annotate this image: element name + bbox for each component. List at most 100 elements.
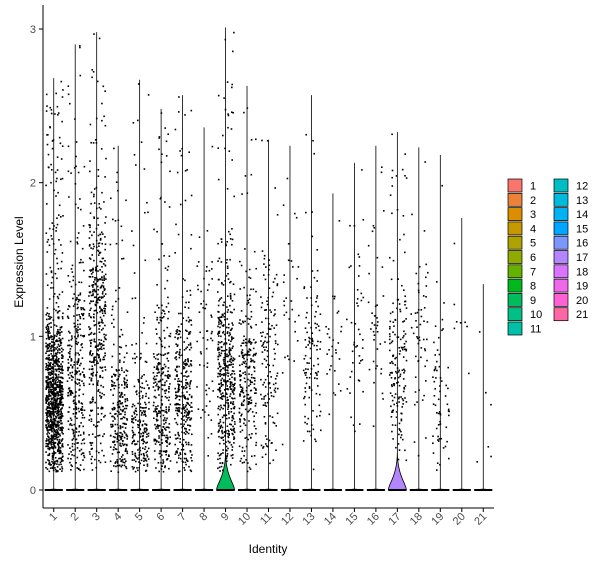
data-point xyxy=(174,453,177,455)
data-point xyxy=(80,407,83,410)
data-point xyxy=(229,441,231,444)
data-point xyxy=(177,378,180,380)
data-point xyxy=(231,327,233,330)
data-point xyxy=(74,203,77,206)
data-point xyxy=(368,368,371,371)
data-point xyxy=(73,399,75,402)
data-point xyxy=(220,452,222,455)
data-point xyxy=(120,367,123,369)
data-point xyxy=(164,381,166,384)
data-point xyxy=(217,407,219,410)
data-point xyxy=(231,415,234,417)
data-point xyxy=(99,376,101,378)
data-point xyxy=(169,335,172,338)
data-point xyxy=(60,399,62,401)
data-point xyxy=(47,435,49,437)
data-point xyxy=(97,293,99,296)
data-point xyxy=(79,469,81,472)
data-point xyxy=(116,410,119,412)
data-point xyxy=(329,368,331,371)
data-point xyxy=(58,442,61,444)
data-point xyxy=(360,292,363,295)
data-point xyxy=(295,216,298,219)
data-point xyxy=(162,367,164,369)
data-point xyxy=(101,370,104,372)
data-point xyxy=(67,362,70,364)
data-point xyxy=(261,139,263,142)
data-point xyxy=(437,424,440,426)
data-point xyxy=(93,202,96,204)
data-point xyxy=(126,398,128,400)
data-point xyxy=(306,362,308,364)
data-point xyxy=(60,403,62,406)
data-point xyxy=(99,251,102,254)
data-point xyxy=(131,436,134,439)
data-point xyxy=(276,284,279,287)
data-point xyxy=(390,416,393,418)
data-point xyxy=(413,441,416,443)
data-point xyxy=(140,352,142,355)
data-point xyxy=(227,278,230,280)
data-point xyxy=(50,316,53,319)
data-point xyxy=(180,312,182,315)
data-point xyxy=(243,399,245,401)
data-point xyxy=(58,376,60,378)
data-point xyxy=(253,367,256,369)
data-point xyxy=(56,385,59,388)
data-point xyxy=(46,323,49,326)
data-point xyxy=(223,360,225,363)
data-point xyxy=(277,387,279,390)
data-point xyxy=(141,412,143,414)
data-point xyxy=(53,406,56,409)
data-point xyxy=(222,469,224,472)
data-point xyxy=(83,442,86,445)
data-point xyxy=(229,395,231,398)
data-point xyxy=(104,338,106,340)
data-point xyxy=(358,256,361,258)
data-point xyxy=(220,404,222,407)
data-point xyxy=(229,353,231,356)
data-point xyxy=(268,259,270,261)
data-point xyxy=(163,434,166,437)
data-point xyxy=(165,426,168,429)
data-point xyxy=(394,319,397,321)
data-point xyxy=(70,358,73,360)
data-point xyxy=(83,269,85,272)
data-point xyxy=(166,279,169,282)
data-point xyxy=(53,452,56,454)
data-point xyxy=(70,339,73,341)
data-point xyxy=(188,404,191,406)
data-point xyxy=(395,446,397,449)
violin-21 xyxy=(474,284,493,491)
data-point xyxy=(154,408,157,410)
data-point xyxy=(54,380,57,383)
legend-label: 19 xyxy=(576,281,588,293)
data-point xyxy=(221,429,223,432)
data-point xyxy=(48,386,51,389)
violin-15 xyxy=(345,162,364,491)
data-point xyxy=(230,423,232,426)
data-point xyxy=(248,341,251,344)
data-point xyxy=(61,444,63,447)
data-point xyxy=(425,263,427,266)
data-point xyxy=(114,462,116,464)
data-point xyxy=(186,419,188,421)
data-point xyxy=(231,419,233,422)
data-point xyxy=(51,437,54,440)
data-point xyxy=(77,326,79,328)
legend-key xyxy=(507,235,523,250)
data-point xyxy=(178,409,180,411)
data-point xyxy=(89,402,92,404)
data-point xyxy=(137,458,139,460)
data-point xyxy=(144,410,146,412)
data-point xyxy=(204,307,207,310)
data-point xyxy=(225,457,228,460)
data-point xyxy=(61,431,63,434)
data-point xyxy=(102,435,104,438)
data-point xyxy=(157,388,159,391)
data-point xyxy=(393,384,395,387)
data-point xyxy=(220,424,223,427)
data-point xyxy=(174,128,177,131)
data-point xyxy=(118,413,121,415)
data-point xyxy=(165,450,168,452)
